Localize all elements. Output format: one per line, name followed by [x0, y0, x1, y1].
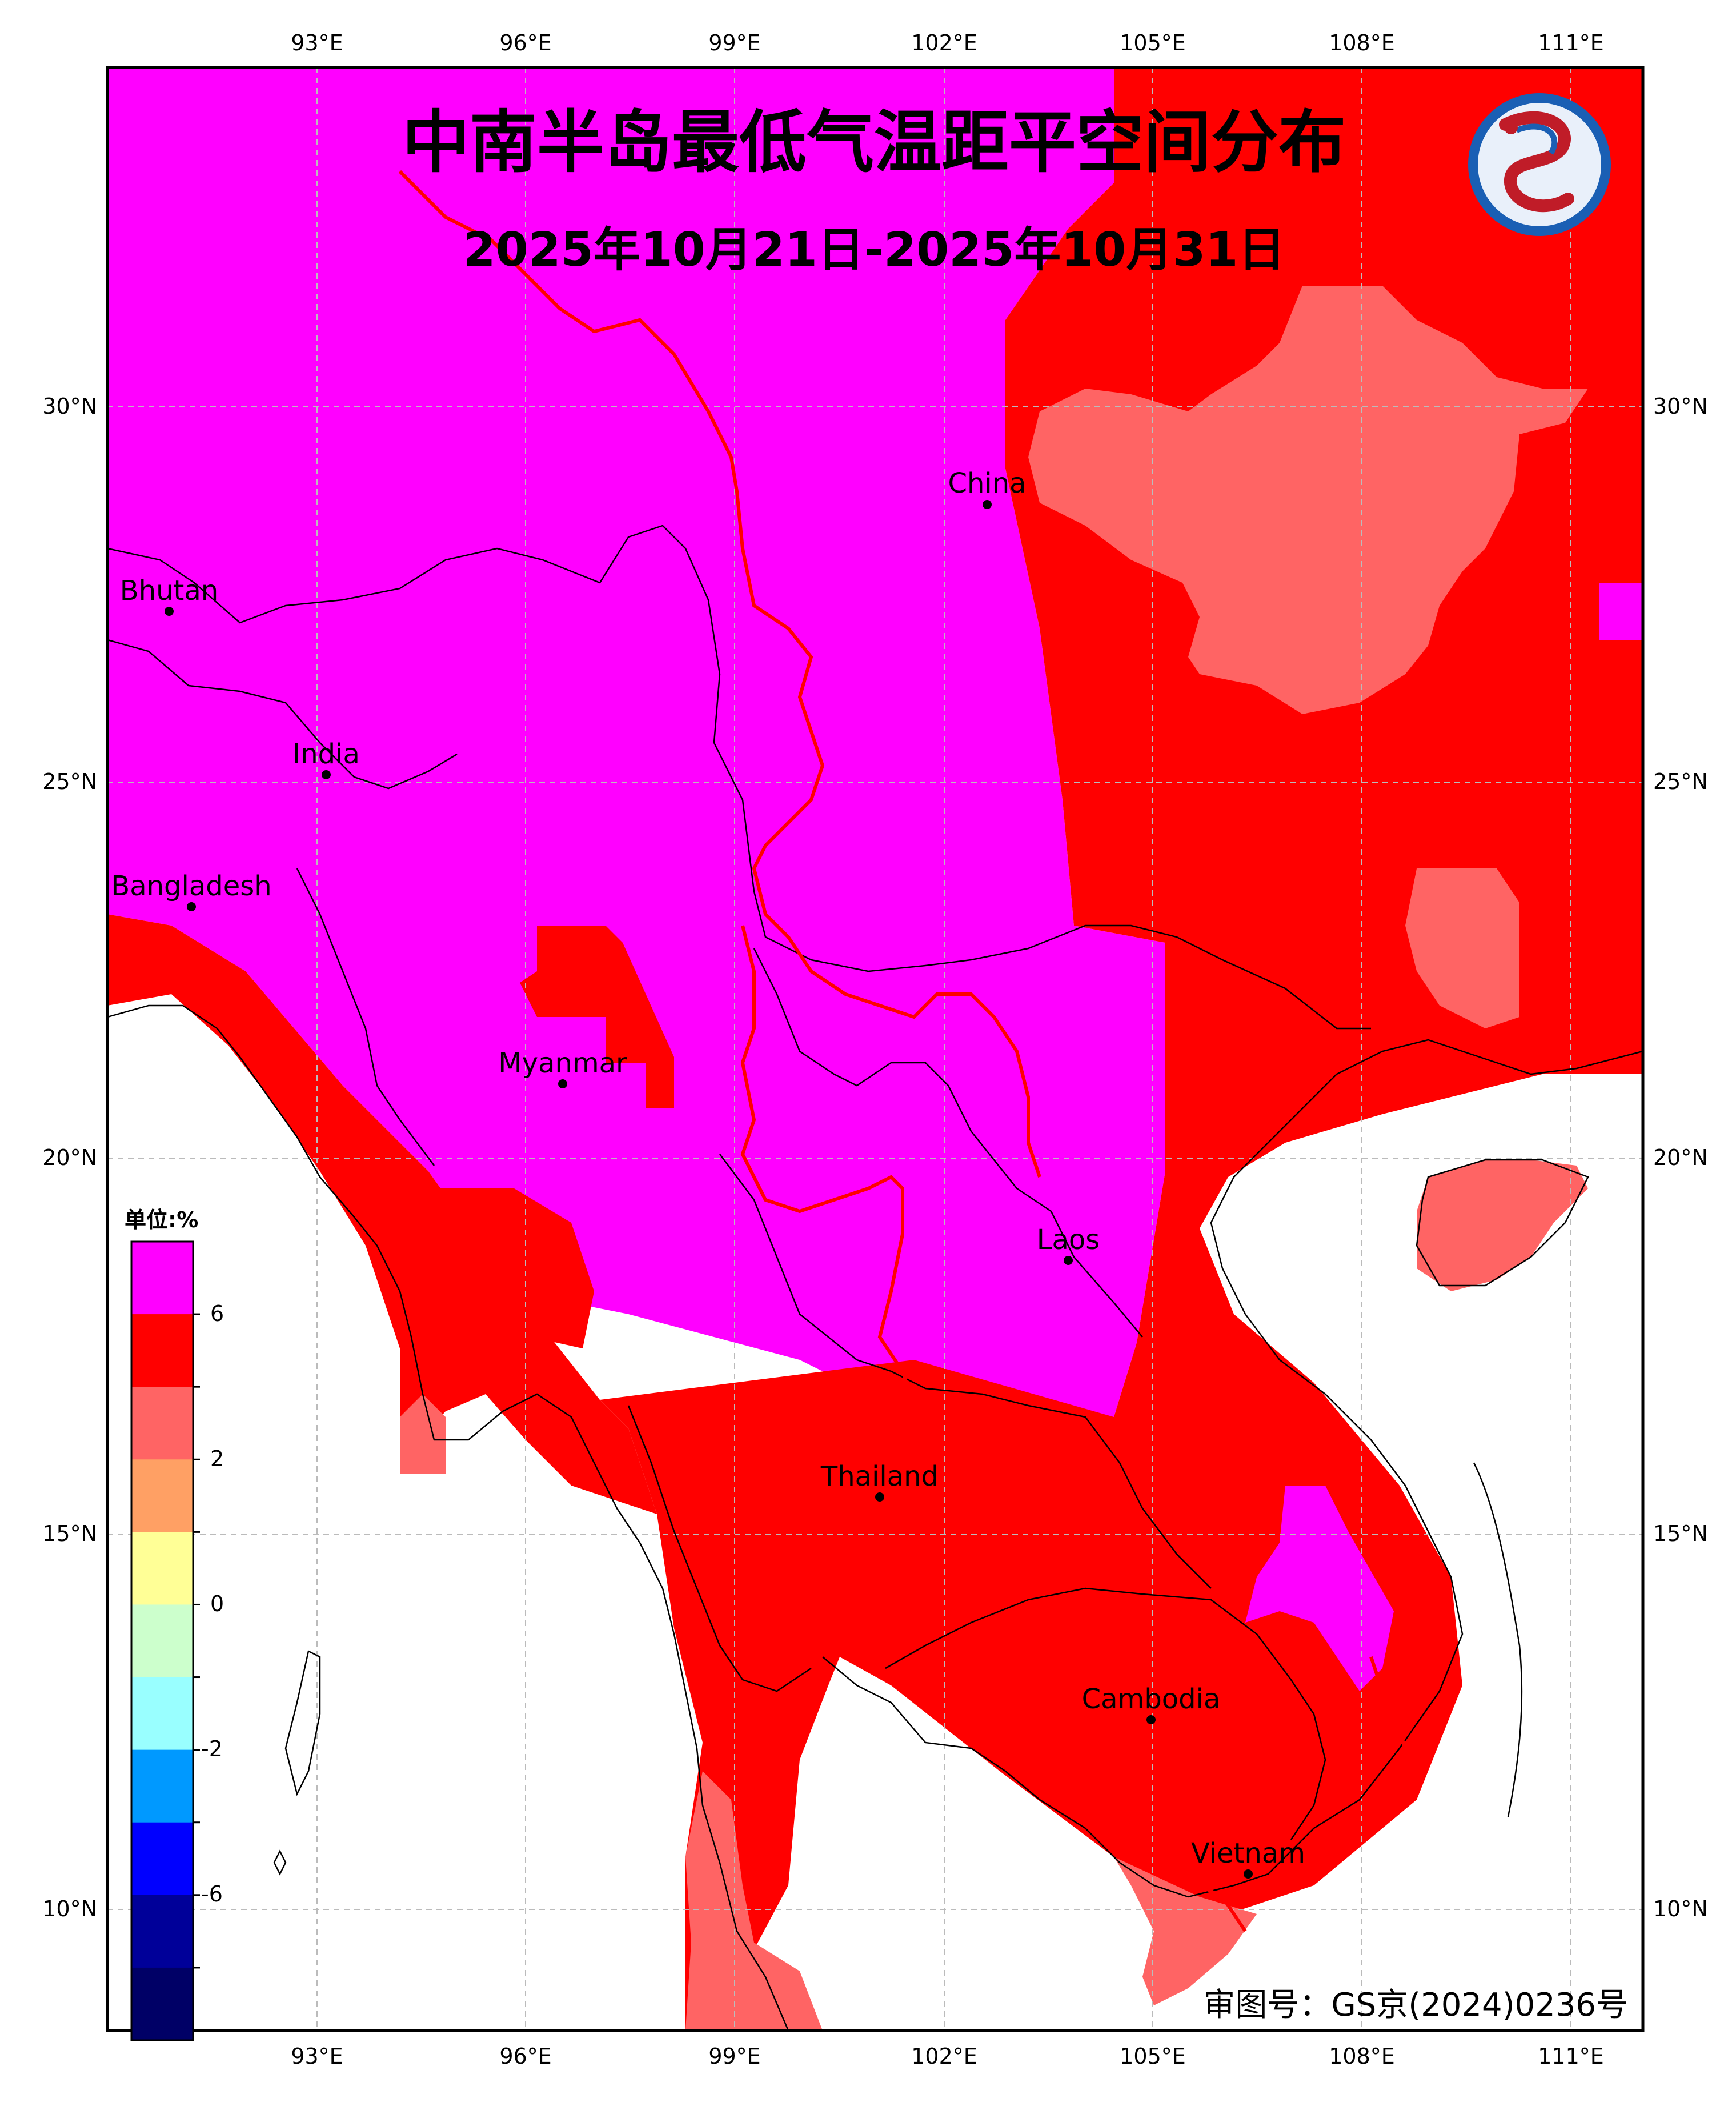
- salmon-region-hainan: [1417, 1160, 1588, 1291]
- magenta-region: [107, 67, 1165, 1417]
- china-borders-red: [398, 170, 1418, 1932]
- colorbar-cell: [131, 1314, 193, 1387]
- red-blob-myanmar: [520, 926, 674, 1108]
- colorbar-cell: [131, 1895, 193, 1968]
- lon-tick-top: 96°E: [499, 30, 551, 55]
- city-dot: [1244, 1869, 1253, 1879]
- city-label-bhutan: Bhutan: [120, 575, 218, 607]
- lat-tick-right: 25°N: [1653, 769, 1708, 794]
- dragon-logo-icon: [1468, 93, 1611, 236]
- map-frame: [106, 66, 1645, 2032]
- colorbar-tick-label: 2: [210, 1446, 224, 1471]
- city-label-laos: Laos: [1037, 1224, 1100, 1256]
- city-label-india: India: [292, 738, 360, 770]
- colorbar-tick-label: 6: [210, 1301, 224, 1326]
- approval-number: 审图号：GS京(2024)0236号: [1203, 1987, 1628, 2024]
- lat-tick-left: 25°N: [42, 769, 97, 794]
- lon-ticks-top: 93°E 96°E 99°E 102°E 105°E 108°E 111°E: [291, 30, 1603, 55]
- coastline: [107, 1004, 1643, 2031]
- lat-ticks-right: 30°N 25°N 20°N 15°N 10°N: [1653, 394, 1708, 1921]
- lon-tick-bottom: 93°E: [291, 2044, 343, 2069]
- lon-ticks-bottom: 93°E 96°E 99°E 102°E 105°E 108°E 111°E: [291, 2044, 1603, 2069]
- colorbar-cell: [131, 1677, 193, 1751]
- lat-tick-right: 15°N: [1653, 1521, 1708, 1546]
- colorbar-cell: [131, 1749, 193, 1823]
- lat-tick-left: 15°N: [42, 1521, 97, 1546]
- city-dot: [187, 902, 196, 911]
- lon-tick-bottom: 102°E: [911, 2044, 977, 2069]
- colorbar-cells: [131, 1242, 200, 2041]
- colorbar-tick-label: 0: [210, 1591, 224, 1616]
- city-label-myanmar: Myanmar: [498, 1047, 627, 1079]
- city-dot: [165, 607, 174, 616]
- city-dot: [1146, 1715, 1156, 1724]
- city-dot: [558, 1079, 567, 1088]
- lon-tick-bottom: 96°E: [499, 2044, 551, 2069]
- page-subtitle: 2025年10月21日-2025年10月31日: [463, 223, 1285, 277]
- city-label-vietnam: Vietnam: [1191, 1837, 1305, 1869]
- city-markers: China Bhutan India Bangladesh Myanmar La…: [111, 467, 1305, 1879]
- country-borders: [107, 525, 1371, 1840]
- lat-tick-right: 30°N: [1653, 394, 1708, 419]
- lat-tick-left: 20°N: [42, 1145, 97, 1170]
- colorbar-tick-label: -6: [201, 1881, 223, 1907]
- lon-tick-top: 111°E: [1538, 30, 1604, 55]
- lon-tick-top: 102°E: [911, 30, 977, 55]
- lat-tick-right: 10°N: [1653, 1896, 1708, 1921]
- colorbar-cell: [131, 1604, 193, 1678]
- colorbar-cell: [131, 1532, 193, 1605]
- lon-tick-top: 108°E: [1329, 30, 1395, 55]
- anomaly-fill-layer: [107, 67, 1643, 2031]
- colorbar-unit: 单位:%: [125, 1207, 198, 1232]
- city-label-thailand: Thailand: [820, 1460, 939, 1492]
- city-label-china: China: [948, 467, 1026, 499]
- city-dot: [1064, 1256, 1073, 1265]
- colorbar-cell: [131, 1822, 193, 1896]
- city-label-cambodia: Cambodia: [1082, 1683, 1221, 1715]
- grid-lines: [107, 67, 1643, 2031]
- lon-tick-top: 93°E: [291, 30, 343, 55]
- lat-ticks-left: 30°N 25°N 20°N 15°N 10°N: [42, 394, 97, 1921]
- city-dot: [983, 500, 992, 509]
- colorbar-cell: [131, 1387, 193, 1460]
- page-title: 中南半岛最低气温距平空间分布: [402, 103, 1346, 182]
- colorbar-tick-label: -2: [201, 1736, 223, 1761]
- lat-tick-left: 10°N: [42, 1896, 97, 1921]
- lon-tick-top: 99°E: [708, 30, 760, 55]
- salmon-region-south: [685, 1771, 823, 2031]
- magenta-patch-east: [1599, 583, 1643, 640]
- lon-tick-bottom: 108°E: [1329, 2044, 1395, 2069]
- lat-tick-right: 20°N: [1653, 1145, 1708, 1170]
- salmon-region-china: [1028, 286, 1588, 714]
- lon-tick-bottom: 99°E: [708, 2044, 760, 2069]
- colorbar-cell: [131, 1967, 193, 2041]
- salmon-region-myanmar-coast: [400, 1394, 446, 1474]
- lon-tick-bottom: 105°E: [1120, 2044, 1186, 2069]
- lat-tick-left: 30°N: [42, 394, 97, 419]
- red-blob-myanmar-2: [434, 1188, 594, 1348]
- lon-tick-top: 105°E: [1120, 30, 1186, 55]
- salmon-region-mekong: [1114, 1857, 1257, 2005]
- colorbar: 单位:% 6 2 0 -2 -6: [125, 1207, 224, 2041]
- city-dot: [322, 770, 331, 779]
- city-dot: [875, 1492, 884, 1502]
- colorbar-cell: [131, 1459, 193, 1532]
- magenta-patch-vietnam: [1245, 1486, 1394, 1691]
- colorbar-frame: [130, 1240, 194, 2041]
- lon-tick-bottom: 111°E: [1538, 2044, 1604, 2069]
- salmon-region-guangxi: [1405, 868, 1519, 1028]
- colorbar-cell: [131, 1242, 193, 1315]
- city-label-bangladesh: Bangladesh: [111, 870, 271, 902]
